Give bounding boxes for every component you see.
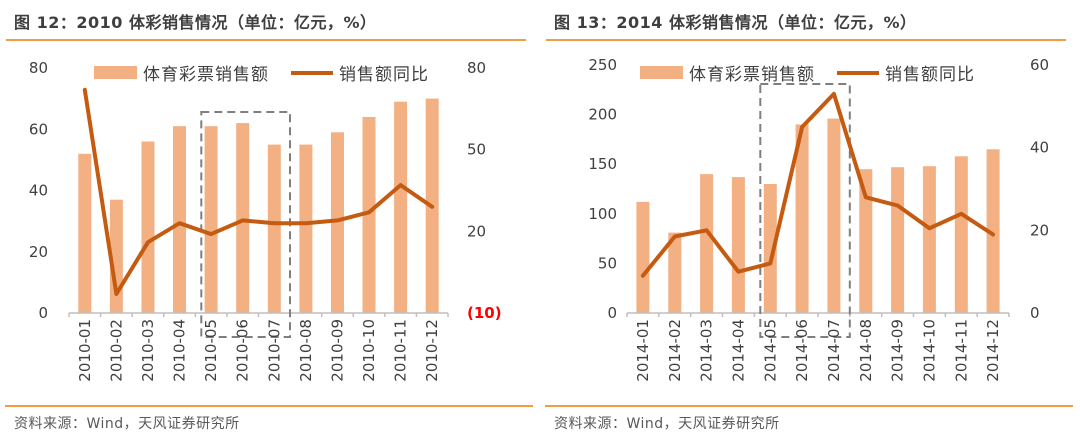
- legend-label-sales: 体育彩票销售额: [143, 65, 269, 85]
- bar: [700, 174, 714, 313]
- left-axis-tick-label: 20: [29, 243, 48, 261]
- left-axis-tick-label: 0: [38, 304, 48, 322]
- x-axis-label: 2010-11: [392, 319, 410, 382]
- x-axis-label: 2014-04: [729, 319, 747, 382]
- bar: [668, 232, 682, 313]
- bar: [795, 124, 809, 313]
- left-axis-tick-label: 100: [588, 205, 617, 223]
- bar: [299, 144, 313, 313]
- left-axis-tick-label: 150: [588, 155, 617, 173]
- source-note-2014: 资料来源：Wind，天风证券研究所: [554, 416, 780, 432]
- right-axis-tick-label: 60: [1030, 56, 1049, 74]
- bar: [763, 184, 777, 313]
- chart-canvas-2014: 0 50 100 150 200 250 60 40 20 0 2014-01 2014-02 2014…: [540, 0, 1080, 400]
- x-axis-label: 2014-09: [889, 319, 907, 382]
- x-axis-label: 2014-11: [952, 319, 970, 382]
- yoy-line: [640, 91, 996, 278]
- bar: [331, 132, 344, 313]
- left-axis-tick-label: 40: [29, 182, 48, 200]
- x-axis-label: 2010-04: [171, 319, 189, 382]
- bar: [954, 156, 968, 313]
- legend-label-sales: 体育彩票销售额: [689, 65, 815, 85]
- x-axis-label: 2010-10: [360, 319, 378, 382]
- x-axis-label: 2010-08: [297, 319, 315, 382]
- left-axis-tick-label: 50: [598, 254, 617, 272]
- legend: 体育彩票销售额 销售额同比: [640, 60, 975, 85]
- source-divider: [5, 405, 533, 407]
- x-axis-label: 2014-12: [984, 319, 1002, 382]
- legend-item-bar-series: 体育彩票销售额: [94, 60, 269, 85]
- chart-svg: 0 20 40 60 80 80 50 20 (10) 2010-01 2010-02 2010-03…: [29, 59, 502, 382]
- x-axis-label: 2014-07: [825, 319, 843, 382]
- x-axis-label: 2010-02: [107, 319, 125, 382]
- bar: [78, 153, 92, 314]
- yoy-line: [82, 87, 435, 296]
- bar: [204, 126, 218, 313]
- title-underline: [546, 39, 1066, 41]
- legend-item-line-series: 销售额同比: [291, 60, 429, 85]
- left-axis-tick-label: 60: [29, 120, 48, 138]
- bar: [636, 201, 650, 313]
- x-axis-label: 2014-01: [634, 319, 652, 382]
- legend-item-line-series: 销售额同比: [837, 60, 975, 85]
- x-axis-label: 2014-03: [698, 319, 716, 382]
- bar: [267, 144, 281, 313]
- legend: 体育彩票销售额 销售额同比: [94, 60, 429, 85]
- x-axis-label: 2010-03: [139, 319, 157, 382]
- right-axis-tick-label: 40: [1030, 139, 1049, 157]
- x-axis-label: 2010-01: [76, 319, 94, 382]
- line-swatch-icon: [291, 70, 333, 75]
- bar: [141, 141, 155, 313]
- x-axis-label: 2010-05: [202, 319, 220, 382]
- legend-label-yoy: 销售额同比: [339, 65, 429, 85]
- chart-title-2014: 图 13：2014 体彩销售情况（单位：亿元，%）: [554, 13, 917, 32]
- right-axis-tick-label: 50: [467, 141, 486, 159]
- panel-2010: 图 12：2010 体彩销售情况（单位：亿元，%） 0 20 40 60 80 80 50 2…: [0, 0, 540, 432]
- bar: [236, 123, 250, 313]
- right-axis-tick-label: 80: [467, 59, 486, 77]
- left-axis-tick-label: 250: [588, 56, 617, 74]
- bar: [731, 177, 745, 313]
- bar: [173, 126, 186, 313]
- right-axis-tick-label: 20: [1030, 221, 1049, 239]
- title-underline: [6, 39, 526, 41]
- bar: [827, 118, 841, 313]
- right-axis-tick-label: 0: [1030, 304, 1040, 322]
- x-axis-label: 2014-08: [857, 319, 875, 382]
- x-axis-label: 2014-05: [761, 319, 779, 382]
- x-axis-label: 2014-02: [666, 319, 684, 382]
- x-axis-label: 2010-06: [234, 319, 252, 382]
- bar: [891, 167, 905, 313]
- left-axis-tick-label: 200: [588, 106, 617, 124]
- left-axis-tick-label: 80: [29, 59, 48, 77]
- panel-2014: 图 13：2014 体彩销售情况（单位：亿元，%） 0 50 100 150 200 25…: [540, 0, 1080, 447]
- bar: [986, 149, 1000, 313]
- bar-swatch-icon: [640, 66, 683, 79]
- bar: [859, 169, 873, 313]
- right-axis-tick-label: (10): [467, 304, 502, 322]
- left-axis-tick-label: 0: [607, 304, 617, 322]
- right-axis-tick-label: 20: [467, 222, 486, 240]
- highlight-box: [759, 83, 851, 338]
- bar: [922, 166, 936, 313]
- x-axis-label: 2010-09: [329, 319, 347, 382]
- source-note-2010: 资料来源：Wind，天风证券研究所: [14, 416, 240, 432]
- x-axis-label: 2014-10: [920, 319, 938, 382]
- x-axis-label: 2010-12: [423, 319, 441, 382]
- x-axis-label: 2014-06: [793, 319, 811, 382]
- chart-canvas-2010: 0 20 40 60 80 80 50 20 (10) 2010-01 2010-02 2010-03…: [0, 0, 540, 400]
- bar-swatch-icon: [94, 66, 137, 79]
- bar: [362, 117, 376, 313]
- line-swatch-icon: [837, 70, 879, 75]
- source-divider: [545, 405, 1073, 407]
- chart-title-2010: 图 12：2010 体彩销售情况（单位：亿元，%）: [14, 13, 377, 32]
- bar: [394, 101, 408, 313]
- legend-item-bar-series: 体育彩票销售额: [640, 60, 815, 85]
- legend-label-yoy: 销售额同比: [885, 65, 975, 85]
- x-axis-label: 2010-07: [265, 319, 283, 382]
